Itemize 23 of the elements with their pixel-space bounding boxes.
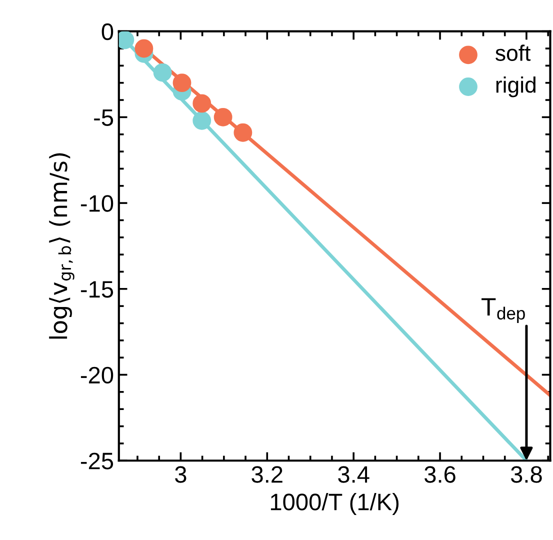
legend-label: soft: [496, 44, 531, 61]
x-tick-label: 3: [175, 466, 186, 483]
y-tick-label: -10: [80, 195, 114, 212]
point: [214, 108, 232, 126]
point: [134, 39, 154, 58]
y-tick-label: -20: [80, 366, 114, 384]
point: [192, 94, 212, 113]
y-tick-label: -25: [80, 452, 114, 470]
x-tick-label: 3.6: [424, 466, 456, 483]
x-axis-title: 1000/T (1/K): [270, 493, 399, 516]
point: [153, 63, 172, 82]
legend-label: rigid: [496, 76, 536, 98]
point: [172, 74, 192, 92]
y-tick-label: 0: [102, 23, 114, 40]
annotation: T$_{dep}$: [482, 298, 525, 324]
y-tick-label: -15: [80, 281, 114, 298]
x-tick-label: 3.2: [252, 466, 282, 483]
x-tick-label: 3.8: [510, 466, 542, 483]
y-tick-label: -5: [94, 109, 114, 126]
x-tick-label: 3.4: [338, 466, 370, 483]
y-axis-title: log⟨v$_{gr,b}$⟩ (nm/s): [49, 153, 74, 339]
point: [192, 111, 212, 130]
point: [234, 123, 252, 142]
